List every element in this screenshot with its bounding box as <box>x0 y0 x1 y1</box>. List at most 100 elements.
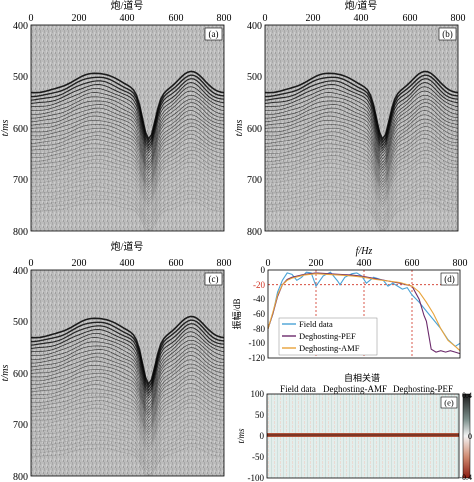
reflection-horizon <box>264 138 459 188</box>
panel-c-reflection-horizons <box>30 315 225 476</box>
panel-d-legend: Field data Deghosting-PEF Deghosting-AMF <box>278 317 378 356</box>
reflection-horizon <box>30 442 224 476</box>
reflection-horizon <box>30 415 225 456</box>
reflection-horizon <box>30 177 225 217</box>
panel-e-title: 自相关谱 <box>344 372 380 383</box>
reflection-horizon <box>264 161 459 205</box>
panel-b-yticks: 400 500 600 700 800 <box>247 21 262 238</box>
panel-a-xtick: 0 <box>29 13 34 24</box>
panel-a-xtick: 800 <box>217 13 232 24</box>
reflection-horizon <box>30 150 225 197</box>
reflection-horizon <box>30 161 225 205</box>
panel-b-reflection-horizons <box>264 70 459 231</box>
panel-c-xlabel: 炮/道号 <box>111 240 144 253</box>
reflection-horizon <box>264 170 459 211</box>
reflection-horizon <box>30 102 225 163</box>
panel-d-ytick: -60 <box>253 309 265 319</box>
panel-b-xlabel: 炮/道号 <box>345 0 378 12</box>
panel-e-yticks: 100 50 0 -50 -100 <box>248 389 265 482</box>
reflection-horizon <box>30 81 225 150</box>
reflection-horizon <box>30 378 225 431</box>
panel-a-ytick: 500 <box>13 72 28 83</box>
reflection-horizon <box>265 174 458 214</box>
panel-b-xtick: 400 <box>354 13 369 24</box>
reflection-horizon <box>30 323 225 392</box>
reflection-horizon <box>30 78 225 147</box>
reflection-horizon <box>30 114 225 171</box>
panel-c-label-box <box>204 272 223 286</box>
panel-a-label: (a) <box>209 29 219 39</box>
reflection-horizon <box>30 129 225 183</box>
panel-d-yticks: 0 -20 -40 -60 -80 -100 -120 <box>249 265 266 363</box>
reflection-horizon <box>264 153 459 200</box>
reflection-horizon <box>30 439 225 473</box>
panel-e-ytick: -50 <box>252 452 264 462</box>
reflection-horizon <box>30 70 225 141</box>
panel-c-xtick: 400 <box>120 258 135 269</box>
panel-e-col-label: Deghosting-AMF <box>323 384 387 394</box>
panel-d-label-box <box>440 272 459 286</box>
panel-b-ylabel: t/ms <box>234 120 245 137</box>
panel-c-xtick: 800 <box>217 258 232 269</box>
panel-a-ylabel: t/ms <box>0 120 11 137</box>
reflection-horizon <box>31 122 225 177</box>
reflection-horizon <box>264 146 459 194</box>
reflection-horizon <box>30 434 225 470</box>
reflection-horizon <box>30 355 225 414</box>
panel-d-ylabel: 振幅/dB <box>231 298 242 329</box>
reflection-horizon <box>31 98 225 160</box>
panel-a-xlabel: 炮/道号 <box>111 0 144 12</box>
panel-b-ytick: 600 <box>247 124 262 135</box>
panel-e-ytick: 100 <box>251 389 265 399</box>
reflection-horizon <box>30 153 225 200</box>
reflection-horizon <box>264 189 459 225</box>
reflection-horizon <box>30 395 225 442</box>
panel-c-ytick: 700 <box>13 420 28 431</box>
reflection-horizon <box>30 86 225 152</box>
reflection-horizon <box>30 118 225 174</box>
panel-b-frame <box>264 24 459 232</box>
reflection-horizon <box>264 94 459 157</box>
panel-c-ytick: 800 <box>13 472 28 482</box>
panel-d-label: (d) <box>444 274 455 284</box>
reflection-horizon <box>30 411 225 453</box>
reflection-horizon <box>264 81 459 150</box>
reflection-horizon <box>30 398 225 445</box>
reflection-horizon <box>264 126 459 180</box>
panel-e-label-box <box>440 396 458 409</box>
reflection-horizon <box>30 170 225 211</box>
panel-d-xtick: 800 <box>453 258 468 269</box>
panel-a: 炮/道号 0 200 400 600 800 t/ms 400 500 600 … <box>0 0 232 238</box>
panel-b-xticks: 0 200 400 600 800 <box>263 13 466 24</box>
reflection-horizon <box>30 142 225 191</box>
panel-b: 炮/道号 0 200 400 600 800 t/ms 400 500 600 … <box>234 0 466 238</box>
panel-d-xlabel: f/Hz <box>356 246 373 257</box>
reflection-horizon <box>30 446 224 476</box>
reflection-horizon <box>30 374 225 428</box>
panel-e-colorbar-tick: 0 <box>468 432 472 441</box>
reflection-horizon <box>264 142 459 191</box>
panel-b-xtick: 800 <box>451 13 466 24</box>
reflection-horizon <box>264 197 458 231</box>
panel-a-ytick: 800 <box>13 227 28 238</box>
reflection-horizon <box>30 319 225 389</box>
panel-e-colorbar <box>462 393 471 479</box>
reflection-horizon <box>264 150 459 197</box>
reflection-horizon <box>30 383 225 433</box>
panel-d-ytick: -100 <box>249 338 266 348</box>
reflection-horizon <box>30 157 225 203</box>
reflection-horizon <box>30 126 225 180</box>
reflection-horizon <box>264 114 459 171</box>
reflection-horizon <box>31 419 224 459</box>
reflection-horizon <box>264 133 459 186</box>
panel-b-ytick: 800 <box>247 227 262 238</box>
reflection-horizon <box>30 426 225 465</box>
panel-d-series-lines <box>267 271 461 355</box>
panel-d-xtick: 200 <box>309 258 324 269</box>
panel-e-col-label: Field data <box>280 384 316 394</box>
reflection-horizon <box>30 181 225 220</box>
reflection-horizon <box>30 350 225 411</box>
panel-a-ytick: 700 <box>13 175 28 186</box>
series-line-amf <box>267 273 461 352</box>
reflection-horizon <box>264 102 459 163</box>
